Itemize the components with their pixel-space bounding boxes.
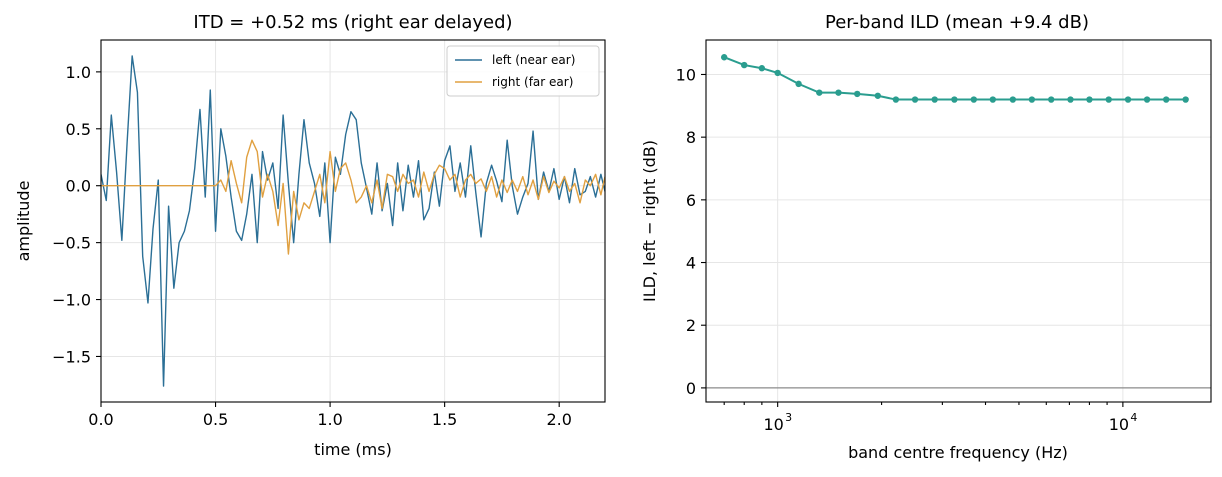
left-ear-series-line [101,55,605,387]
itd-waveform-panel: ITD = +0.52 ms (right ear delayed) 0.0 0.… [14,12,606,459]
ild-y-tick-label: 0 [686,379,696,398]
ild-data-point [795,80,802,88]
ild-data-point [720,54,728,61]
itd-x-axis-label: time (ms) [314,440,392,459]
ild-x-tick-label: 10 [763,415,783,434]
itd-x-tick-label: 1.5 [432,410,457,429]
itd-y-axis-label: amplitude [14,181,33,262]
ild-y-tick-label: 10 [676,65,696,84]
ild-data-point [1028,96,1036,103]
itd-plot-frame [100,39,606,403]
itd-y-tick-label: 0.5 [66,120,91,139]
itd-y-tick-label: 0.0 [66,177,91,196]
ild-data-point [758,65,766,72]
itd-chart-title: ITD = +0.52 ms (right ear delayed) [193,12,512,33]
ild-data-point [774,69,781,77]
itd-y-tick-label: −1.0 [52,291,91,310]
ild-x-tick-exponent: 4 [1130,411,1137,424]
ild-data-point [1048,96,1055,103]
ild-data-point [1162,96,1170,103]
ild-panel: Per-band ILD (mean +9.4 dB) 10 3 10 4024681… [640,12,1212,462]
ild-data-point [1086,96,1093,103]
legend-box [446,45,600,97]
itd-series [101,55,605,387]
ild-data-point [1105,96,1112,103]
itd-x-tick-label: 0.5 [203,410,228,429]
ild-x-axis-label: band centre frequency (Hz) [848,443,1068,462]
itd-x-tick-label: 2.0 [546,410,571,429]
ild-data-point [1143,96,1151,103]
ild-x-tick-label: 10 [1109,415,1129,434]
itd-legend: left (near ear) right (far ear) [446,45,600,97]
ild-data-point [1067,96,1074,103]
ild-data-point [1124,96,1132,103]
ild-y-tick-label: 8 [686,128,696,147]
itd-ticks: 0.0 0.5 1.0 1.5 2.0 −1.5 −1.0 −0.5 0.0 0.5 1.0 [52,63,572,429]
ild-data-point [951,96,958,103]
itd-y-tick-label: 1.0 [66,63,91,82]
ild-data-point [816,89,823,96]
ild-y-tick-label: 4 [686,254,696,273]
itd-x-tick-label: 1.0 [317,410,342,429]
ild-data-point [854,90,861,98]
ild-chart-title: Per-band ILD (mean +9.4 dB) [825,12,1089,33]
ild-data-point [989,96,997,103]
ild-grid [706,40,1211,402]
ild-data-point [970,96,978,103]
ild-y-tick-label: 6 [686,191,696,210]
itd-x-tick-label: 0.0 [88,410,113,429]
ild-data-point [931,96,938,103]
ild-data-point [835,89,842,96]
ild-data-point [1009,96,1017,103]
ild-x-tick-exponent: 3 [785,411,792,424]
ild-y-axis-label: ILD, left − right (dB) [640,140,659,302]
ild-y-tick-label: 2 [686,316,696,335]
ild-data-point [1182,96,1189,103]
ild-plot-frame [705,39,1212,403]
legend-label-right-ear: right (far ear) [492,75,573,89]
itd-y-tick-label: −0.5 [52,234,91,253]
ild-data-point [911,96,919,103]
ild-data-point [892,96,900,103]
ild-series-line [723,56,1186,101]
itd-y-tick-label: −1.5 [52,347,91,366]
ild-series [706,54,1211,389]
ild-data-point [874,92,881,99]
right-ear-series-line [101,139,605,255]
itd-grid [100,40,605,402]
ild-data-point [741,61,748,69]
legend-label-left-ear: left (near ear) [492,53,575,67]
